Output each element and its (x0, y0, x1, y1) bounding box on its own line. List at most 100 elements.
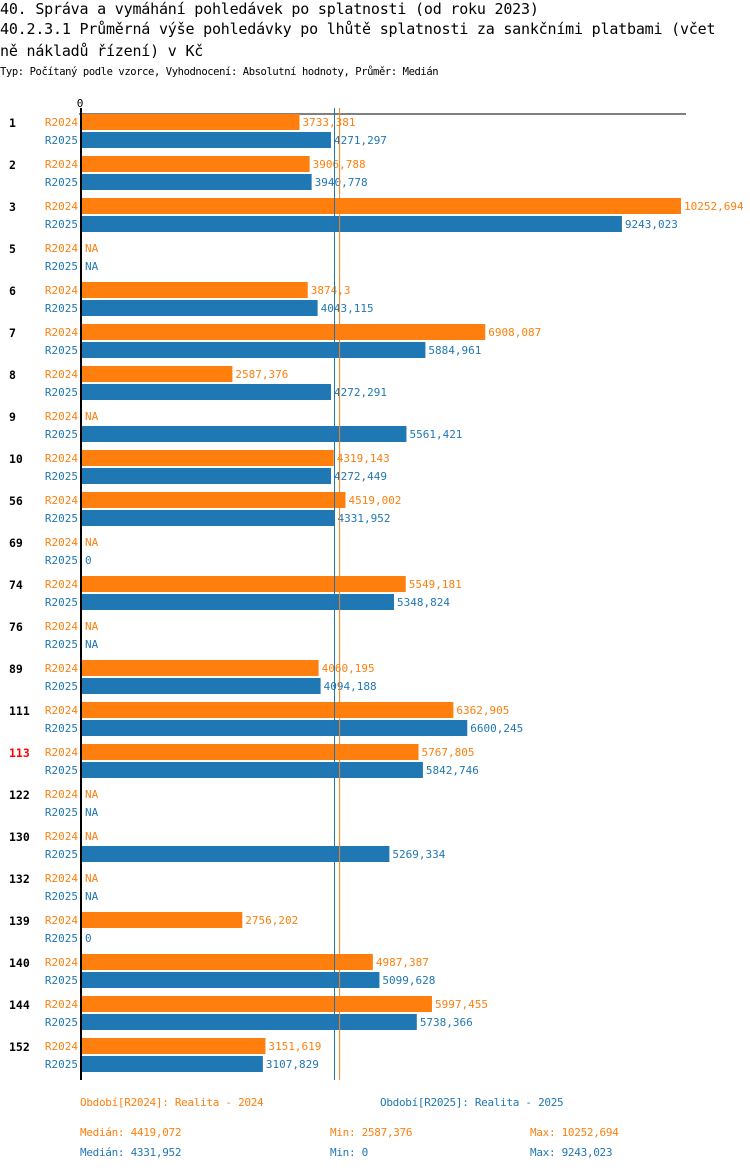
category-label: 56 (9, 494, 23, 508)
series-label: R2025 (45, 302, 78, 315)
data-label: NA (85, 638, 99, 651)
category-label: 113 (9, 746, 30, 760)
stat-min-r2024: Min: 2587,376 (330, 1126, 413, 1139)
category-label: 74 (9, 578, 23, 592)
chart-subtitle: Typ: Počítaný podle vzorce, Vyhodnocení:… (0, 66, 439, 78)
data-label: 6908,087 (488, 326, 541, 339)
data-label: 3940,778 (315, 176, 368, 189)
bar-r2024 (81, 450, 334, 466)
category-label: 3 (9, 200, 16, 214)
data-label: 3733,381 (302, 116, 355, 129)
data-label: 4272,449 (334, 470, 387, 483)
stat-min-r2025: Min: 0 (330, 1146, 368, 1159)
category-label: 10 (9, 452, 23, 466)
bar-r2024 (81, 156, 310, 172)
stat-median-r2025: Medián: 4331,952 (80, 1146, 182, 1159)
series-label: R2025 (45, 260, 78, 273)
series-label: R2024 (45, 158, 78, 171)
data-label: 4331,952 (338, 512, 391, 525)
data-label: 2587,376 (235, 368, 288, 381)
data-label: NA (85, 890, 99, 903)
series-label: R2024 (45, 536, 78, 549)
stat-max-r2024: Max: 10252,694 (530, 1126, 619, 1139)
category-label: 76 (9, 620, 23, 634)
series-label: R2024 (45, 914, 78, 927)
data-label: 5269,334 (392, 848, 445, 861)
category-label: 6 (9, 284, 16, 298)
series-label: R2025 (45, 428, 78, 441)
category-label: 89 (9, 662, 23, 676)
data-label: 0 (85, 554, 92, 567)
category-label: 7 (9, 326, 16, 340)
series-label: R2024 (45, 662, 78, 675)
series-label: R2024 (45, 1040, 78, 1053)
bar-r2024 (81, 912, 243, 928)
data-label: 10252,694 (684, 200, 744, 213)
section-title: 40. Správa a vymáhání pohledávek po spla… (0, 0, 539, 18)
category-label: 132 (9, 872, 30, 886)
bar-r2025 (81, 846, 390, 862)
series-label: R2024 (45, 620, 78, 633)
category-label: 69 (9, 536, 23, 550)
bar-r2025 (81, 342, 426, 358)
data-label: NA (85, 410, 99, 423)
data-label: 5561,421 (409, 428, 462, 441)
data-label: NA (85, 536, 99, 549)
bar-r2024 (81, 366, 233, 382)
bar-r2025 (81, 426, 407, 442)
series-label: R2025 (45, 134, 78, 147)
bar-r2024 (81, 324, 486, 340)
category-label: 5 (9, 242, 16, 256)
data-label: NA (85, 830, 99, 843)
bar-r2024 (81, 576, 406, 592)
data-label: NA (85, 260, 99, 273)
series-label: R2025 (45, 806, 78, 819)
data-label: NA (85, 872, 99, 885)
bar-r2025 (81, 510, 335, 526)
category-label: 152 (9, 1040, 30, 1054)
x-tick-label: 0 (77, 97, 84, 110)
bar-r2025 (81, 468, 332, 484)
data-label: 0 (85, 932, 92, 945)
data-label: 5842,746 (426, 764, 479, 777)
series-label: R2025 (45, 638, 78, 651)
series-label: R2025 (45, 1016, 78, 1029)
category-label: 139 (9, 914, 30, 928)
data-label: NA (85, 620, 99, 633)
bar-r2024 (81, 702, 454, 718)
category-label: 2 (9, 158, 16, 172)
data-label: 5884,961 (428, 344, 481, 357)
bar-r2025 (81, 1056, 263, 1072)
series-label: R2024 (45, 494, 78, 507)
data-label: 5767,805 (422, 746, 475, 759)
bar-r2024 (81, 1038, 266, 1054)
data-label: 3874,3 (311, 284, 351, 297)
data-label: 5738,366 (420, 1016, 473, 1029)
series-label: R2025 (45, 386, 78, 399)
series-label: R2025 (45, 932, 78, 945)
bar-r2025 (81, 384, 332, 400)
chart-title-line2: ně nákladů řízení) v Kč (0, 42, 204, 60)
data-label: 4043,115 (321, 302, 374, 315)
series-label: R2025 (45, 554, 78, 567)
data-label: 4060,195 (322, 662, 375, 675)
series-label: R2025 (45, 512, 78, 525)
series-label: R2024 (45, 746, 78, 759)
series-label: R2024 (45, 284, 78, 297)
series-label: R2024 (45, 116, 78, 129)
category-label: 144 (9, 998, 30, 1012)
data-label: 4987,387 (376, 956, 429, 969)
data-label: 5099,628 (382, 974, 435, 987)
data-label: 5997,455 (435, 998, 488, 1011)
series-label: R2024 (45, 578, 78, 591)
legend-entry-r2025: Období[R2025]: Realita - 2025 (380, 1096, 564, 1109)
series-label: R2024 (45, 200, 78, 213)
series-label: R2024 (45, 956, 78, 969)
data-label: 4094,188 (324, 680, 377, 693)
data-label: 2756,202 (245, 914, 298, 927)
category-label: 8 (9, 368, 16, 382)
series-label: R2024 (45, 242, 78, 255)
bar-r2024 (81, 744, 419, 760)
bar-r2024 (81, 660, 319, 676)
